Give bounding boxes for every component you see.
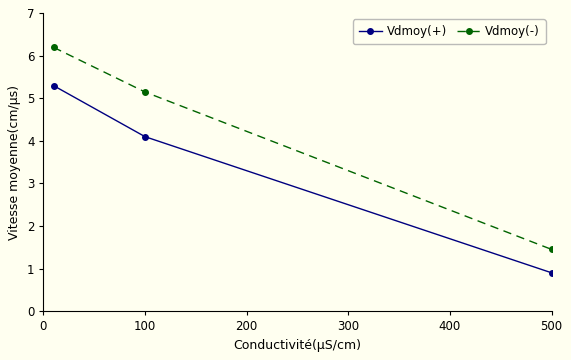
- Vdmoy(+): [142, 135, 148, 139]
- Vdmoy(-): [50, 45, 57, 50]
- Legend: Vdmoy(+), Vdmoy(-): Vdmoy(+), Vdmoy(-): [353, 19, 546, 44]
- Vdmoy(-): [548, 247, 555, 252]
- Line: Vdmoy(+): Vdmoy(+): [51, 83, 554, 275]
- Y-axis label: Vitesse moyenne(cm/μs): Vitesse moyenne(cm/μs): [9, 85, 21, 240]
- Vdmoy(-): [142, 90, 148, 94]
- Vdmoy(+): [548, 271, 555, 275]
- X-axis label: Conductivité(μS/cm): Conductivité(μS/cm): [234, 339, 361, 352]
- Vdmoy(+): [50, 84, 57, 88]
- Line: Vdmoy(-): Vdmoy(-): [51, 45, 554, 252]
